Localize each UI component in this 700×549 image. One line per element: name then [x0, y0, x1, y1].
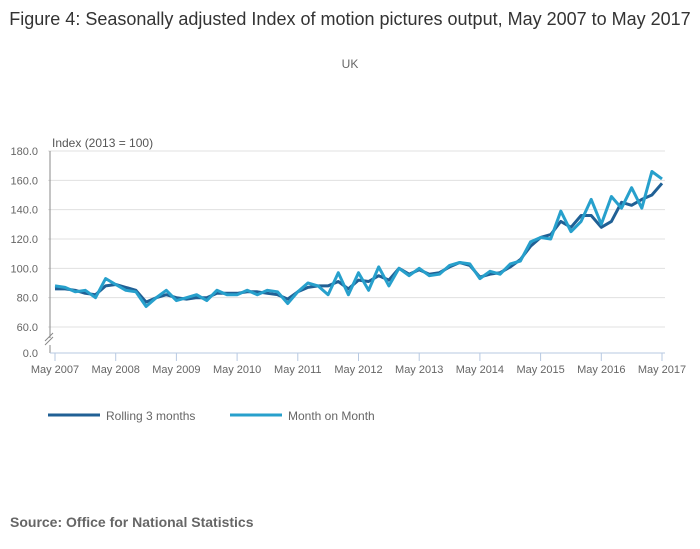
- y-axis-label: Index (2013 = 100): [52, 136, 153, 150]
- x-tick-label: May 2010: [213, 364, 261, 376]
- series-line-month-on-month: [54, 170, 663, 308]
- x-tick-label: May 2012: [334, 364, 382, 376]
- y-tick-label: 0.0: [23, 348, 38, 360]
- x-tick-label: May 2009: [152, 364, 200, 376]
- x-tick-label: May 2014: [456, 364, 504, 376]
- x-tick-label: May 2017: [638, 364, 686, 376]
- x-tick-label: May 2015: [516, 364, 564, 376]
- y-tick-label: 80.0: [17, 293, 38, 305]
- chart-plot: Index (2013 = 100) 180.0 160.0 140.0 120.0 1…: [10, 136, 686, 423]
- y-tick-label: 100.0: [10, 263, 38, 275]
- source-note: Source: Office for National Statistics: [10, 514, 254, 530]
- x-tick-label: May 2016: [577, 364, 625, 376]
- y-tick-label: 180.0: [10, 146, 38, 158]
- chart-subtitle: UK: [341, 57, 359, 71]
- axis-break-mark: [44, 332, 54, 342]
- x-tick-label: May 2007: [31, 364, 79, 376]
- y-tick-label: 160.0: [10, 175, 38, 187]
- x-tick-label: May 2008: [92, 364, 140, 376]
- chart-title: Figure 4: Seasonally adjusted Index of m…: [9, 9, 691, 29]
- series-line-rolling-3-months: [55, 182, 664, 304]
- x-tick-label: May 2013: [395, 364, 443, 376]
- y-tick-label: 60.0: [17, 322, 38, 334]
- y-tick-label: 140.0: [10, 205, 38, 217]
- legend-label: Rolling 3 months: [106, 409, 195, 423]
- legend-label: Month on Month: [288, 409, 375, 423]
- y-tick-label: 120.0: [10, 234, 38, 246]
- x-tick-label: May 2011: [274, 364, 322, 376]
- axis-break-mark: [44, 336, 54, 346]
